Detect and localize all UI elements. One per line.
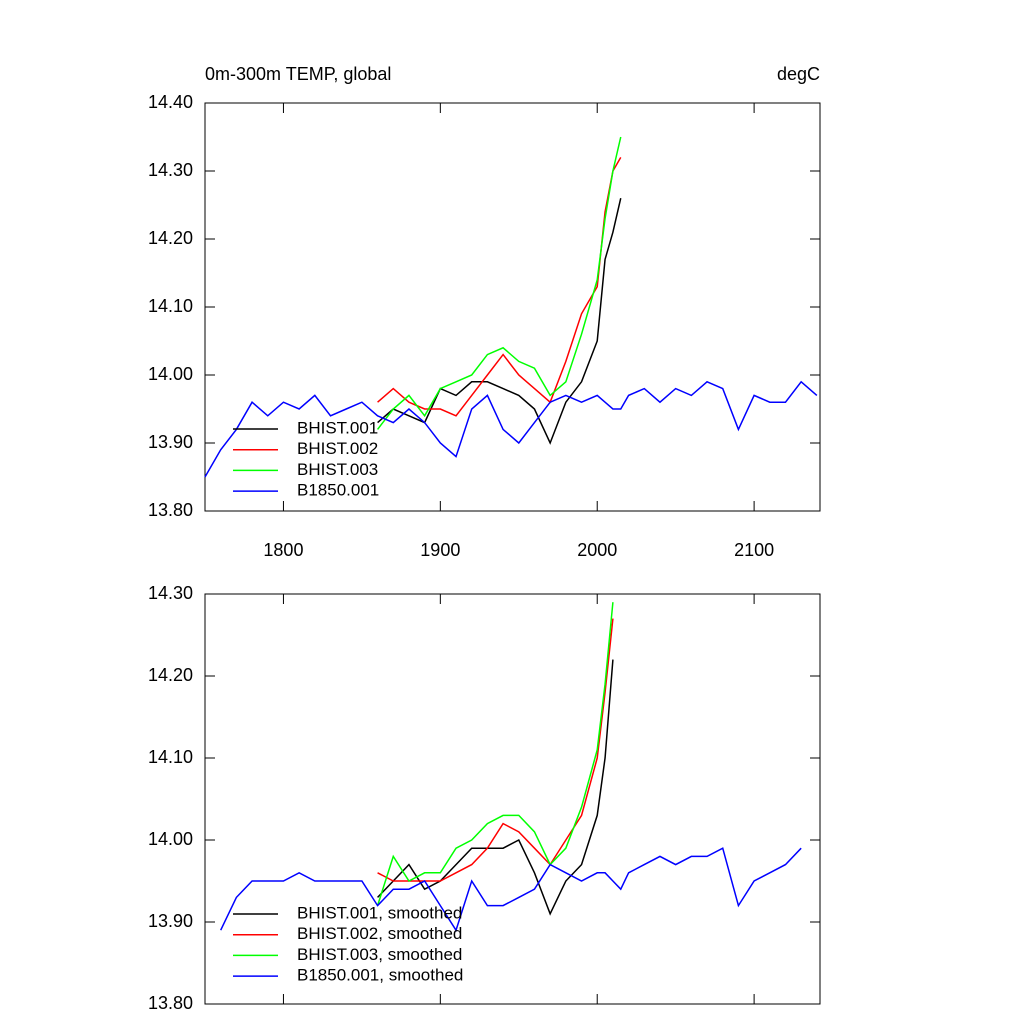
y-tick-label: 14.20 bbox=[148, 665, 193, 685]
y-tick-label: 14.30 bbox=[148, 583, 193, 603]
legend-label: BHIST.002 bbox=[297, 439, 378, 458]
series-line bbox=[377, 618, 614, 882]
x-tick-label: 2000 bbox=[577, 540, 617, 560]
series-line bbox=[204, 380, 818, 478]
y-tick-label: 13.90 bbox=[148, 432, 193, 452]
chart-title: 0m-300m TEMP, global bbox=[205, 64, 391, 84]
x-tick-label: 2100 bbox=[734, 540, 774, 560]
series-line bbox=[377, 198, 622, 445]
x-tick-label: 1800 bbox=[263, 540, 303, 560]
y-tick-label: 13.80 bbox=[148, 500, 193, 520]
legend-label: BHIST.001, smoothed bbox=[297, 903, 462, 922]
y-tick-label: 14.40 bbox=[148, 92, 193, 112]
y-tick-label: 14.00 bbox=[148, 364, 193, 384]
series-line bbox=[377, 659, 614, 916]
series-line bbox=[376, 136, 622, 430]
series-line bbox=[377, 157, 622, 417]
y-tick-label: 14.10 bbox=[148, 747, 193, 767]
y-tick-label: 13.80 bbox=[148, 993, 193, 1013]
series-line bbox=[220, 847, 802, 932]
plot-frame bbox=[204, 593, 821, 1005]
y-tick-label: 14.20 bbox=[148, 228, 193, 248]
x-tick-label: 1900 bbox=[420, 540, 460, 560]
legend-label: BHIST.002, smoothed bbox=[297, 924, 462, 943]
series-line bbox=[376, 602, 614, 906]
legend-label: BHIST.001 bbox=[297, 418, 378, 437]
legend-label: B1850.001, smoothed bbox=[297, 966, 463, 985]
legend-label: B1850.001 bbox=[297, 481, 379, 500]
y-tick-label: 14.00 bbox=[148, 829, 193, 849]
legend-label: BHIST.003, smoothed bbox=[297, 945, 462, 964]
legend-label: BHIST.003 bbox=[297, 460, 378, 479]
y-tick-label: 13.90 bbox=[148, 911, 193, 931]
y-tick-label: 14.10 bbox=[148, 296, 193, 316]
y-tick-label: 14.30 bbox=[148, 160, 193, 180]
units-label: degC bbox=[777, 64, 820, 84]
